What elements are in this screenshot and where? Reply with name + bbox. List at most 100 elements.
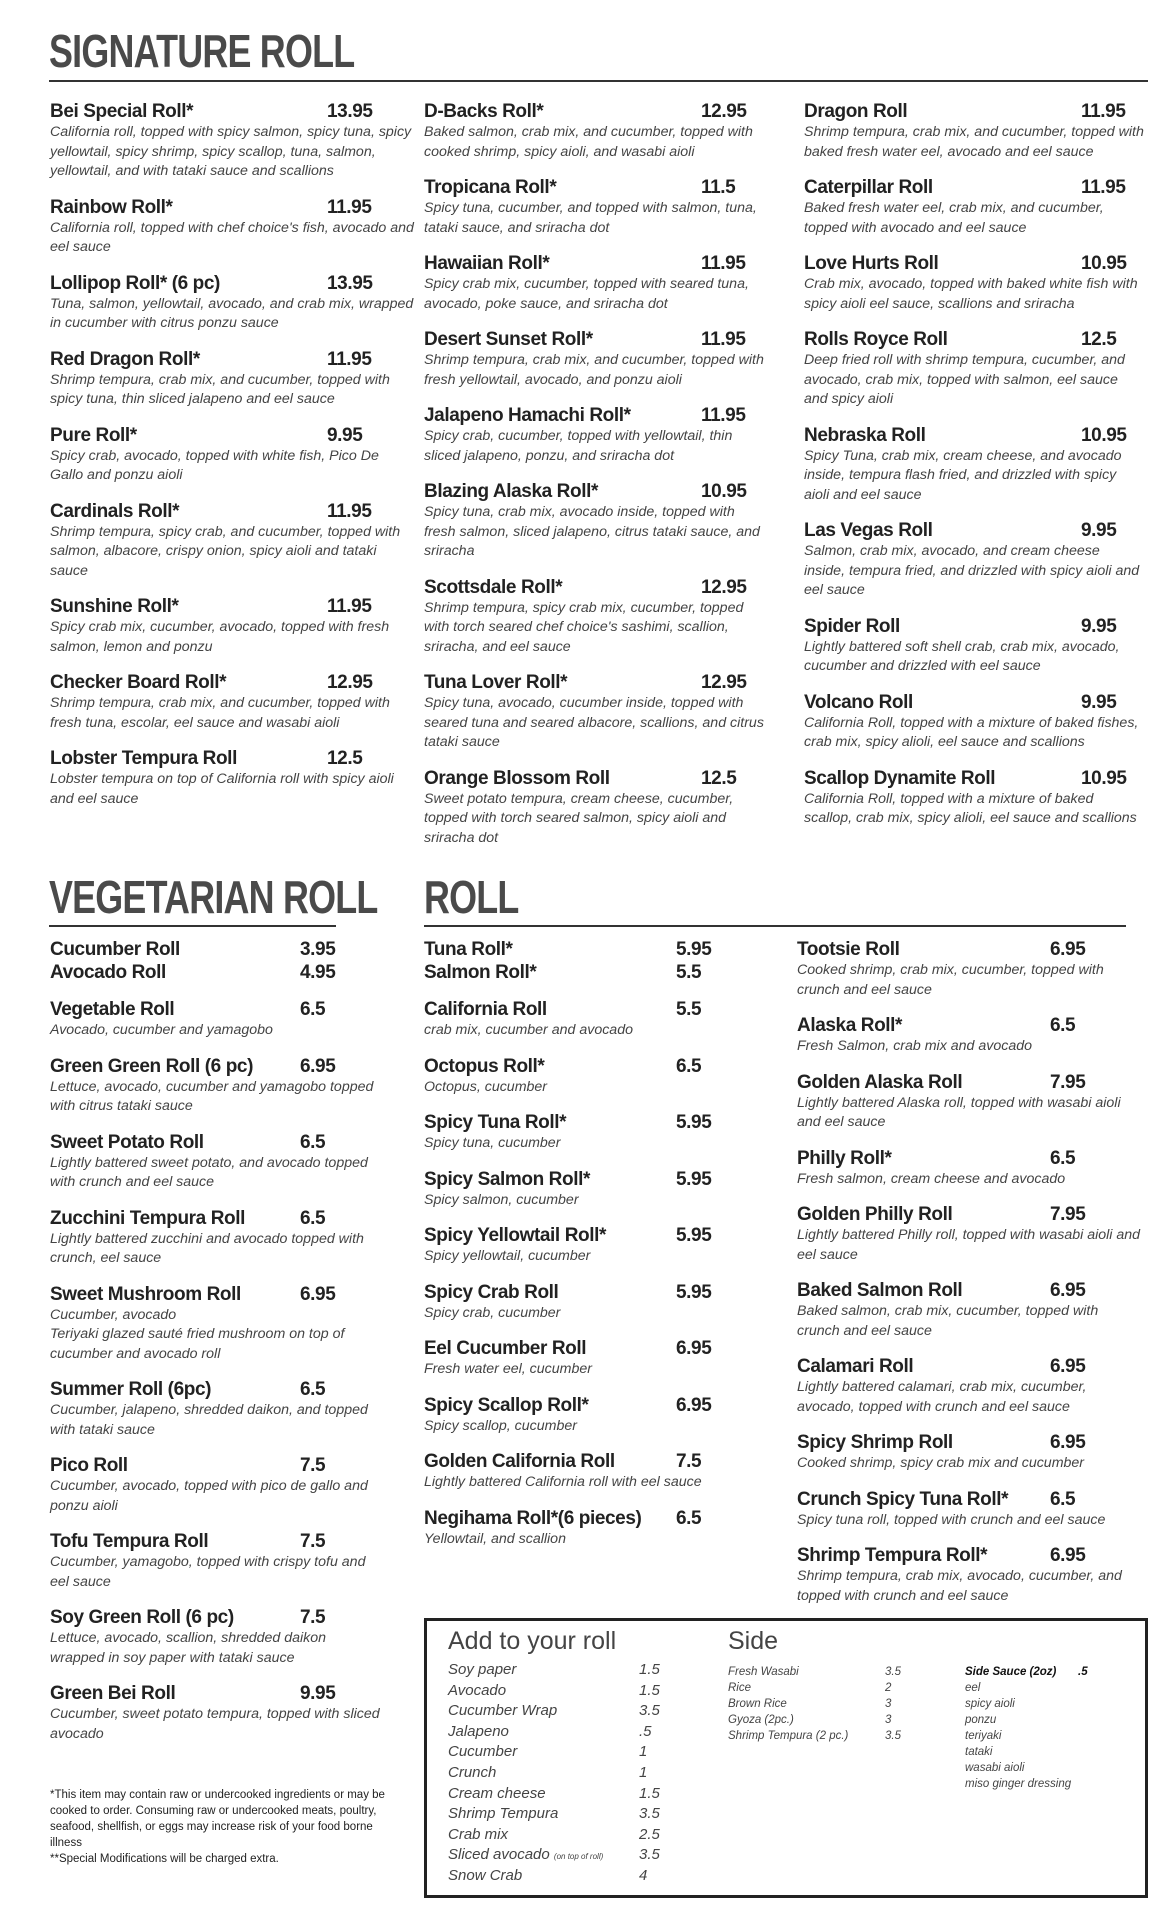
- addon-name: Avocado: [448, 1682, 506, 1699]
- item-description: Cucumber, avocado Teriyaki glazed sauté …: [50, 1306, 345, 1362]
- item-price: 13.95: [327, 272, 373, 294]
- item-name: Love Hurts Roll: [804, 253, 939, 274]
- item-description: Cooked shrimp, crab mix, cucumber, toppe…: [797, 962, 1104, 998]
- menu-item-header: Blazing Alaska Roll* 10.95: [424, 480, 769, 503]
- item-price: 11.95: [1081, 177, 1126, 198]
- side-price: 3: [885, 1698, 892, 1710]
- item-name: Bei Special Roll*: [50, 101, 194, 122]
- addon-price: 4: [639, 1867, 648, 1884]
- menu-item-header: Avocado Roll 4.95: [50, 961, 380, 984]
- item-description: Spicy tuna, cucumber, and topped with sa…: [424, 200, 757, 236]
- vegetarian-heading: VEGETARIAN ROLL: [49, 871, 378, 923]
- item-price: 12.95: [327, 672, 373, 693]
- addon-label: Cream cheese: [448, 1784, 546, 1802]
- item-description: Baked salmon, crab mix, and cucumber, to…: [424, 124, 753, 160]
- item-price: 6.5: [300, 999, 326, 1020]
- menu-item-header: Volcano Roll 9.95: [804, 691, 1144, 714]
- item-name: D-Backs Roll*: [424, 101, 544, 122]
- item-price: 9.95: [1081, 615, 1117, 637]
- menu-item-header: Golden Philly Roll 7.95: [797, 1203, 1142, 1226]
- item-name: Spicy Yellowtail Roll*: [424, 1225, 606, 1246]
- item-name: Sweet Potato Roll: [50, 1131, 204, 1153]
- item-price: 11.5: [701, 177, 736, 198]
- item-price: 6.5: [300, 1379, 326, 1400]
- item-price: 6.5: [300, 1207, 326, 1229]
- item-name: Sunshine Roll*: [50, 596, 179, 617]
- item-name: Golden Alaska Roll: [797, 1071, 963, 1093]
- menu-item: Dragon Roll 11.95 Shrimp tempura, crab mix…: [804, 100, 1144, 162]
- item-price: 6.95: [676, 1394, 712, 1416]
- item-description: Spicy yellowtail, cucumber: [424, 1248, 591, 1264]
- menu-item-header: Checker Board Roll* 12.95: [50, 671, 415, 694]
- addon-label: Cucumber: [448, 1743, 518, 1761]
- menu-item-header: Orange Blossom Roll 12.5: [424, 767, 769, 790]
- menu-item: Spicy Scallop Roll* 6.95 Spicy scallop, cu…: [424, 1394, 784, 1437]
- item-price: 5.5: [676, 999, 702, 1020]
- menu-item-header: California Roll 5.5: [424, 998, 784, 1021]
- item-price: 9.95: [1081, 520, 1117, 541]
- item-description: Yellowtail, and scallion: [424, 1530, 566, 1547]
- item-description: Sweet potato tempura, cream cheese, cucu…: [424, 790, 734, 846]
- side-sauce-price: .5: [1078, 1666, 1088, 1678]
- item-description: Shrimp tempura, crab mix, avocado, cucum…: [797, 1568, 1122, 1604]
- item-name: Philly Roll*: [797, 1147, 892, 1169]
- item-description: Cooked shrimp, spicy crab mix and cucumb…: [797, 1455, 1085, 1471]
- addon-label: Crab mix: [448, 1825, 509, 1843]
- item-price: 5.95: [676, 1168, 712, 1190]
- menu-item: Calamari Roll 6.95 Lightly battered calama…: [797, 1355, 1142, 1417]
- menu-item: Tuna Lover Roll* 12.95 Spicy tuna, avocado…: [424, 671, 769, 753]
- item-price: 7.95: [1050, 1071, 1086, 1093]
- menu-item: Sweet Mushroom Roll 6.95 Cucumber, avocado…: [50, 1283, 380, 1365]
- menu-item: Zucchini Tempura Roll 6.5 Lightly battered…: [50, 1207, 380, 1269]
- menu-item-header: Red Dragon Roll* 11.95: [50, 348, 415, 371]
- sauce-name: spicy aioli: [965, 1698, 1015, 1710]
- item-price: 9.95: [327, 424, 363, 446]
- menu-item: Spicy Tuna Roll* 5.95 Spicy tuna, cucumber: [424, 1111, 784, 1154]
- item-description: Lobster tempura on top of California rol…: [50, 771, 394, 807]
- menu-item-header: Crunch Spicy Tuna Roll* 6.5: [797, 1488, 1142, 1511]
- roll-column-1: Tuna Roll* 5.95 Salmon Roll* 5.5 California …: [424, 938, 784, 1563]
- item-price: 6.95: [300, 1283, 336, 1305]
- item-description: California Roll, topped with a mixture o…: [804, 714, 1139, 751]
- item-name: Blazing Alaska Roll*: [424, 481, 598, 502]
- item-description: Salmon, crab mix, avocado, and cream che…: [804, 543, 1140, 598]
- item-name: Tropicana Roll*: [424, 177, 557, 198]
- menu-item: Bei Special Roll* 13.95 California roll, t…: [50, 100, 415, 182]
- item-description: Cucumber, sweet potato tempura, topped w…: [50, 1706, 380, 1742]
- sauce-name: ponzu: [965, 1714, 997, 1726]
- item-price: 5.95: [676, 1281, 712, 1303]
- item-name: Rainbow Roll*: [50, 196, 173, 218]
- addon-name: Crab mix: [448, 1826, 508, 1843]
- item-price: 6.5: [1050, 1488, 1076, 1510]
- item-name: Calamari Roll: [797, 1356, 914, 1377]
- side-price: 2: [885, 1682, 892, 1694]
- item-description: Spicy tuna, crab mix, avocado inside, to…: [424, 504, 760, 559]
- item-description: Spicy tuna, cucumber: [424, 1135, 561, 1151]
- item-description: Fresh Salmon, crab mix and avocado: [797, 1038, 1032, 1054]
- item-name: Scottsdale Roll*: [424, 576, 563, 598]
- item-description: Lightly battered soft shell crab, crab m…: [804, 638, 1120, 675]
- item-name: Pico Roll: [50, 1455, 128, 1476]
- item-description: Spicy crab, cucumber: [424, 1304, 561, 1321]
- roll-divider: [424, 925, 1126, 927]
- item-name: Spicy Scallop Roll*: [424, 1394, 589, 1416]
- item-price: 11.95: [327, 500, 372, 522]
- menu-item-header: D-Backs Roll* 12.95: [424, 100, 769, 123]
- item-name: Cucumber Roll: [50, 939, 180, 960]
- menu-item: Alaska Roll* 6.5 Fresh Salmon, crab mix an…: [797, 1014, 1142, 1057]
- menu-item: Scottsdale Roll* 12.95 Shrimp tempura, spi…: [424, 576, 769, 658]
- addon-price: 3.5: [639, 1805, 660, 1823]
- item-name: Caterpillar Roll: [804, 177, 933, 198]
- menu-item: Baked Salmon Roll 6.95 Baked salmon, crab …: [797, 1279, 1142, 1341]
- item-price: 5.95: [676, 1225, 712, 1246]
- menu-item: Love Hurts Roll 10.95 Crab mix, avocado, t…: [804, 252, 1144, 314]
- menu-item: Green Green Roll (6 pc) 6.95 Lettuce, avoc…: [50, 1055, 380, 1117]
- item-price: 7.5: [300, 1531, 326, 1552]
- menu-item-header: Bei Special Roll* 13.95: [50, 100, 415, 123]
- menu-item-header: Rainbow Roll* 11.95: [50, 196, 415, 219]
- menu-item-header: Green Bei Roll 9.95: [50, 1682, 380, 1705]
- disclaimer: *This item may contain raw or undercooke…: [50, 1787, 390, 1867]
- menu-item: Crunch Spicy Tuna Roll* 6.5 Spicy tuna rol…: [797, 1488, 1142, 1531]
- item-description: Lettuce, avocado, cucumber and yamagobo …: [50, 1078, 374, 1115]
- item-description: Spicy Tuna, crab mix, cream cheese, and …: [804, 447, 1122, 503]
